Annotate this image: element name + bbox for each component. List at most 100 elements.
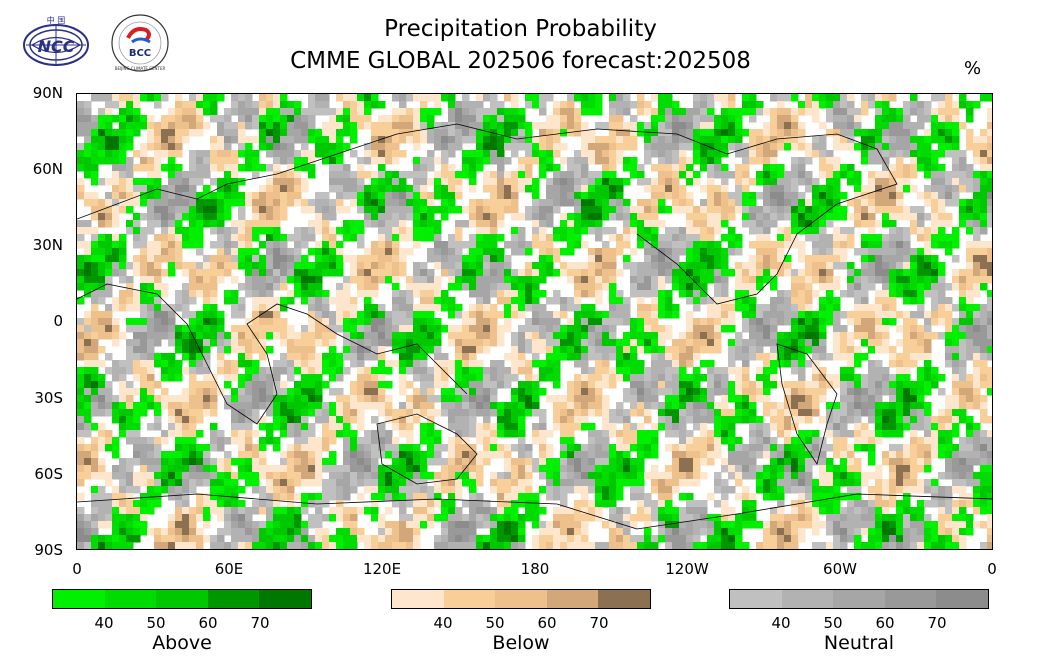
probability-cell bbox=[966, 129, 974, 137]
probability-cell bbox=[861, 143, 869, 151]
probability-cell bbox=[700, 150, 708, 158]
probability-cell bbox=[966, 241, 974, 249]
probability-cell bbox=[707, 136, 715, 144]
probability-cell bbox=[105, 150, 113, 158]
probability-cell bbox=[966, 353, 974, 361]
probability-cell bbox=[371, 262, 379, 270]
probability-cell bbox=[812, 213, 820, 221]
probability-cell bbox=[308, 290, 316, 298]
probability-cell bbox=[434, 227, 442, 235]
probability-cell bbox=[392, 171, 400, 179]
probability-cell bbox=[301, 367, 309, 375]
probability-cell bbox=[343, 311, 351, 319]
probability-cell bbox=[791, 402, 799, 410]
probability-cell bbox=[574, 164, 582, 172]
probability-cell bbox=[532, 143, 540, 151]
probability-cell bbox=[427, 136, 435, 144]
probability-cell bbox=[406, 290, 414, 298]
probability-cell bbox=[441, 248, 449, 256]
probability-cell bbox=[238, 164, 246, 172]
probability-cell bbox=[707, 220, 715, 228]
probability-cell bbox=[357, 346, 365, 354]
probability-cell bbox=[581, 367, 589, 375]
probability-cell bbox=[238, 227, 246, 235]
probability-cell bbox=[182, 108, 190, 116]
probability-cell bbox=[693, 94, 701, 102]
probability-cell bbox=[763, 143, 771, 151]
probability-cell bbox=[378, 122, 386, 130]
probability-cell bbox=[476, 332, 484, 340]
probability-cell bbox=[630, 332, 638, 340]
probability-cell bbox=[420, 94, 428, 102]
probability-cell bbox=[490, 220, 498, 228]
probability-cell bbox=[679, 269, 687, 277]
probability-cell bbox=[980, 94, 988, 102]
probability-cell bbox=[182, 206, 190, 214]
probability-cell bbox=[770, 276, 778, 284]
probability-cell bbox=[567, 122, 575, 130]
probability-cell bbox=[84, 409, 92, 417]
probability-cell bbox=[126, 206, 134, 214]
probability-cell bbox=[693, 339, 701, 347]
probability-cell bbox=[672, 234, 680, 242]
probability-cell bbox=[931, 129, 939, 137]
probability-cell bbox=[854, 290, 862, 298]
probability-cell bbox=[133, 150, 141, 158]
probability-cell bbox=[889, 227, 897, 235]
probability-cell bbox=[350, 269, 358, 277]
probability-cell bbox=[252, 283, 260, 291]
probability-cell bbox=[532, 360, 540, 368]
probability-cell bbox=[658, 374, 666, 382]
probability-cell bbox=[245, 409, 253, 417]
probability-cell bbox=[959, 206, 967, 214]
probability-cell bbox=[273, 395, 281, 403]
probability-cell bbox=[672, 241, 680, 249]
probability-cell bbox=[651, 360, 659, 368]
probability-cell bbox=[966, 290, 974, 298]
probability-cell bbox=[154, 129, 162, 137]
probability-cell bbox=[966, 255, 974, 263]
probability-cell bbox=[539, 101, 547, 109]
probability-cell bbox=[616, 206, 624, 214]
probability-cell bbox=[721, 304, 729, 312]
probability-cell bbox=[973, 136, 981, 144]
probability-cell bbox=[763, 304, 771, 312]
probability-cell bbox=[161, 122, 169, 130]
probability-cell bbox=[602, 276, 610, 284]
probability-cell bbox=[763, 255, 771, 263]
probability-cell bbox=[861, 255, 869, 263]
probability-cell bbox=[511, 346, 519, 354]
probability-cell bbox=[357, 402, 365, 410]
probability-cell bbox=[868, 185, 876, 193]
probability-cell bbox=[651, 402, 659, 410]
probability-cell bbox=[154, 381, 162, 389]
probability-cell bbox=[959, 409, 967, 417]
probability-cell bbox=[511, 290, 519, 298]
probability-cell bbox=[371, 339, 379, 347]
probability-cell bbox=[693, 206, 701, 214]
probability-cell bbox=[189, 346, 197, 354]
probability-cell bbox=[868, 129, 876, 137]
probability-cell bbox=[196, 353, 204, 361]
probability-cell bbox=[728, 199, 736, 207]
probability-cell bbox=[637, 227, 645, 235]
probability-cell bbox=[756, 234, 764, 242]
probability-cell bbox=[714, 220, 722, 228]
probability-cell bbox=[231, 262, 239, 270]
probability-cell bbox=[868, 241, 876, 249]
probability-cell bbox=[889, 199, 897, 207]
probability-cell bbox=[252, 220, 260, 228]
probability-cell bbox=[406, 311, 414, 319]
probability-cell bbox=[322, 381, 330, 389]
probability-cell bbox=[511, 94, 519, 102]
probability-cell bbox=[700, 395, 708, 403]
probability-cell bbox=[728, 416, 736, 424]
probability-cell bbox=[819, 136, 827, 144]
probability-cell bbox=[588, 199, 596, 207]
probability-cell bbox=[126, 171, 134, 179]
probability-cell bbox=[707, 115, 715, 123]
probability-cell bbox=[245, 374, 253, 382]
probability-cell bbox=[973, 143, 981, 151]
probability-cell bbox=[203, 304, 211, 312]
probability-cell bbox=[672, 353, 680, 361]
